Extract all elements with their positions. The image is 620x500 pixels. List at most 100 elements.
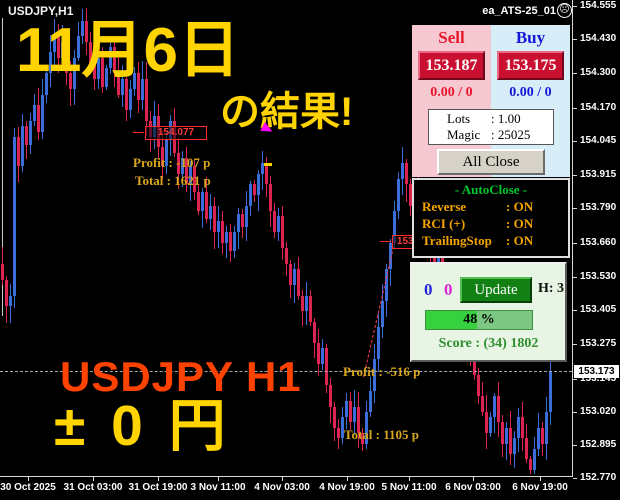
candle-body	[273, 210, 276, 233]
price-tick-label: 153.790	[580, 202, 617, 214]
candle-body	[541, 427, 544, 444]
time-tick-mark	[282, 477, 283, 481]
candle-body	[357, 406, 360, 433]
candle-body	[109, 46, 112, 69]
price-tick-label: 154.430	[580, 33, 617, 45]
candle-body	[549, 372, 552, 412]
price-tick-label: 152.770	[580, 471, 617, 483]
candle-body	[265, 163, 268, 185]
candle-body	[397, 179, 400, 211]
candle-body	[349, 401, 352, 423]
time-tick-label: 3 Nov 11:00	[190, 482, 246, 493]
trailingstop-label: TrailingStop	[422, 233, 492, 248]
candle-body	[409, 184, 412, 206]
time-tick-label: 4 Nov 19:00	[319, 482, 375, 493]
trade-panel: Sell Buy 153.187 153.175 0.00 / 0 0.00 /…	[412, 25, 570, 177]
time-tick-label: 6 Nov 19:00	[512, 482, 568, 493]
candle-body	[313, 321, 316, 344]
progress-percent-label: 48 %	[463, 312, 495, 327]
price-tick-label: 153.530	[580, 271, 617, 282]
price-tick-label: 153.275	[580, 338, 617, 350]
candle-body	[117, 73, 120, 95]
candle-body	[25, 126, 28, 145]
price-tick-mark	[573, 208, 577, 210]
time-tick-mark	[540, 477, 541, 481]
vertical-line-marker	[2, 18, 3, 316]
candle-body	[101, 57, 104, 87]
lots-value: : 1.00	[491, 111, 521, 126]
candle-body	[97, 57, 100, 79]
price-tick-label: 154.170	[580, 101, 617, 113]
time-tick-mark	[218, 477, 219, 481]
price-tick-mark	[573, 477, 577, 479]
candle-body	[333, 406, 336, 428]
sell-label: Sell	[438, 28, 465, 47]
autoclose-row-trailingstop: TrailingStop : ON	[414, 232, 568, 249]
magic-value: : 25025	[491, 127, 531, 142]
candle-body	[405, 163, 408, 185]
candle-body	[401, 163, 404, 180]
candle-body	[489, 417, 492, 433]
candle-body	[73, 57, 76, 90]
candle-body	[105, 68, 108, 87]
candle-body	[381, 300, 384, 328]
candle-body	[513, 438, 516, 455]
candle-body	[77, 36, 80, 58]
candle-body	[321, 348, 324, 365]
lots-row: Lots : 1.00	[447, 111, 553, 127]
candle-body	[141, 78, 144, 100]
candle-body	[13, 136, 16, 296]
candle-body	[217, 221, 220, 233]
all-close-button[interactable]: All Close	[437, 149, 545, 175]
current-price-tag: 153.173	[574, 365, 619, 378]
candle-body	[221, 221, 224, 243]
order-line-dash-1	[133, 132, 144, 133]
price-tick-mark	[573, 73, 577, 75]
candle-body	[177, 152, 180, 174]
candle-body	[525, 438, 528, 460]
candle-body	[269, 184, 272, 211]
trailingstop-value: : ON	[506, 233, 534, 248]
price-tick-mark	[573, 39, 577, 41]
candle-body	[505, 427, 508, 444]
sell-price-button[interactable]: 153.187	[418, 51, 485, 80]
candle-body	[61, 41, 64, 58]
candle-body	[9, 295, 12, 307]
time-tick-mark	[347, 477, 348, 481]
price-tick-mark	[573, 444, 577, 446]
h-counter-label: H: 3	[538, 281, 565, 296]
candle-body	[497, 395, 500, 423]
price-tick-label: 153.020	[580, 405, 617, 417]
time-tick-label: 6 Nov 03:00	[445, 482, 501, 493]
time-tick-mark	[158, 477, 159, 481]
buy-price-button[interactable]: 153.175	[497, 51, 564, 80]
candle-body	[65, 41, 68, 74]
profit-note-1: Profit : -107 p	[133, 155, 211, 170]
candle-body	[521, 417, 524, 439]
candle-body	[209, 205, 212, 219]
candle-body	[29, 121, 32, 145]
price-tick-label: 154.555	[580, 0, 617, 11]
ea-status-smiley-icon[interactable]: ☹	[557, 3, 572, 18]
lots-label: Lots	[447, 111, 471, 126]
candle-body	[137, 73, 140, 100]
price-tick-mark	[573, 411, 577, 413]
magic-row: Magic: 25025	[447, 127, 553, 143]
candle-body	[245, 205, 248, 227]
candle-body	[41, 94, 44, 132]
update-button[interactable]: Update	[460, 277, 532, 303]
candle-body	[125, 78, 128, 111]
price-tick-mark	[573, 107, 577, 109]
candle-body	[365, 411, 368, 444]
candle-body	[537, 427, 540, 449]
candle-body	[317, 343, 320, 365]
price-tick-label: 153.915	[580, 169, 617, 181]
buy-ratio-label: 0.00 / 0	[509, 85, 552, 100]
candle-body	[213, 205, 216, 233]
candle-body	[529, 459, 532, 470]
price-tick-mark	[573, 344, 577, 346]
total-note-1: Total : 1621 p	[135, 173, 211, 188]
headline-date: 11月6日	[16, 16, 241, 85]
price-tick-label: 154.045	[580, 134, 617, 146]
